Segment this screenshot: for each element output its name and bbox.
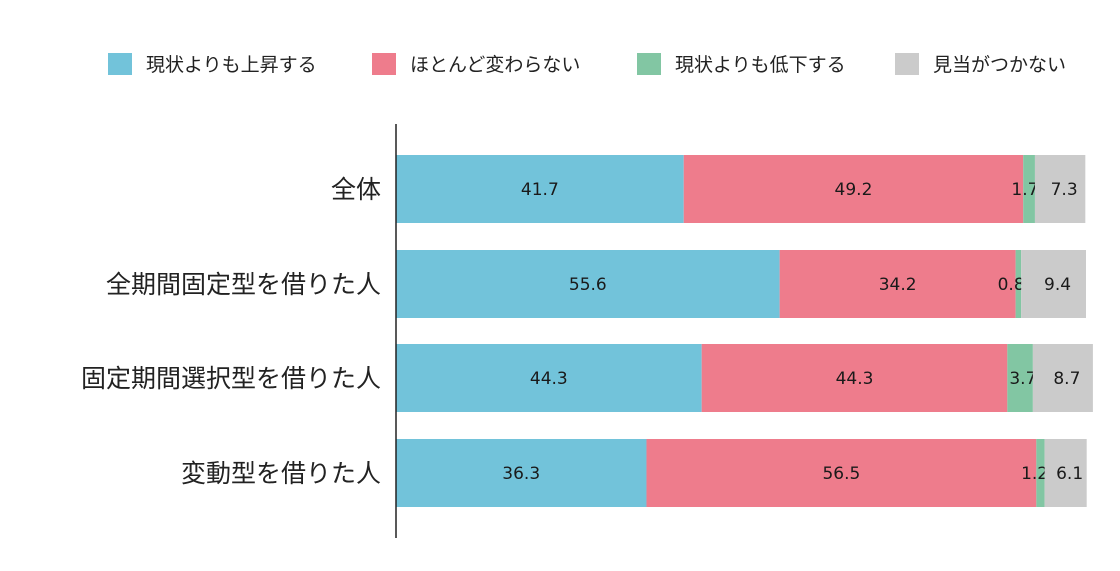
value-label-0-2: 1.7	[1011, 180, 1038, 200]
value-label-1-3: 9.4	[1044, 275, 1071, 295]
bar-segment-3-0	[396, 439, 647, 507]
legend-label-0: 現状よりも上昇する	[146, 54, 317, 76]
value-label-3-0: 36.3	[502, 464, 540, 484]
value-label-3-2: 1.2	[1021, 464, 1048, 484]
bar-segment-1-0	[396, 250, 780, 318]
legend: 現状よりも上昇する ほとんど変わらない 現状よりも低下する 見当がつかない	[108, 53, 1066, 76]
bar-segment-2-1	[701, 344, 1008, 412]
value-label-1-1: 34.2	[879, 275, 917, 295]
bars: 41.7 49.2 1.7 7.3 55.6 34.2 0.8 9.4 44.3 44.3 3.7 8…	[396, 155, 1093, 507]
bar-segment-0-1	[683, 155, 1024, 223]
legend-label-2: 現状よりも低下する	[675, 54, 846, 76]
bar-segment-0-0	[396, 155, 684, 223]
bar-segment-1-2	[1015, 250, 1022, 318]
bar-segment-3-3	[1044, 439, 1087, 507]
bar-segment-1-1	[779, 250, 1016, 318]
value-label-0-0: 41.7	[521, 180, 559, 200]
bar-segment-0-2	[1023, 155, 1035, 223]
legend-swatch-1	[372, 53, 396, 75]
value-label-3-3: 6.1	[1056, 464, 1083, 484]
bar-segment-2-2	[1007, 344, 1033, 412]
value-label-1-0: 55.6	[569, 275, 607, 295]
bar-segment-0-3	[1034, 155, 1086, 223]
value-label-0-3: 7.3	[1051, 180, 1078, 200]
legend-swatch-0	[108, 53, 132, 75]
bar-segment-1-3	[1021, 250, 1086, 318]
legend-label-3: 見当がつかない	[933, 54, 1066, 76]
value-label-1-2: 0.8	[998, 275, 1025, 295]
category-label-2: 固定期間選択型を借りた人	[81, 364, 381, 393]
bar-segment-3-2	[1036, 439, 1045, 507]
category-label-3: 変動型を借りた人	[181, 459, 381, 488]
legend-swatch-3	[895, 53, 919, 75]
bar-segment-2-3	[1032, 344, 1093, 412]
value-label-2-0: 44.3	[530, 369, 568, 389]
bar-segment-3-1	[646, 439, 1037, 507]
value-label-3-1: 56.5	[822, 464, 860, 484]
bar-segment-2-0	[396, 344, 702, 412]
legend-swatch-2	[637, 53, 661, 75]
value-label-0-1: 49.2	[835, 180, 873, 200]
value-label-2-3: 8.7	[1053, 369, 1080, 389]
category-label-1: 全期間固定型を借りた人	[106, 270, 381, 299]
value-label-2-2: 3.7	[1009, 369, 1036, 389]
value-label-2-1: 44.3	[836, 369, 874, 389]
category-label-0: 全体	[331, 175, 381, 204]
legend-label-1: ほとんど変わらない	[410, 54, 580, 76]
